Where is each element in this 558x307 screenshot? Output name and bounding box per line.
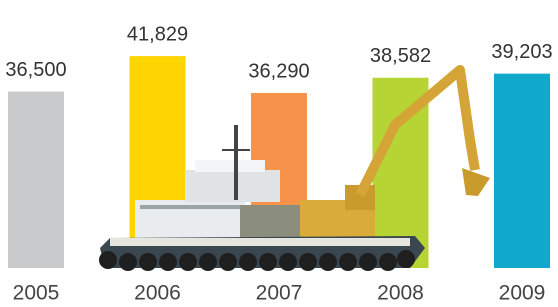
machinery	[240, 205, 300, 240]
bar	[494, 74, 550, 268]
bar	[8, 92, 64, 268]
value-label: 39,203	[491, 41, 552, 63]
value-label: 41,829	[127, 23, 188, 45]
value-label: 38,582	[370, 45, 431, 67]
x-tick-label: 2009	[499, 282, 546, 305]
x-tick-label: 2007	[256, 282, 303, 305]
bridge	[185, 170, 280, 202]
x-tick-label: 2006	[134, 282, 181, 305]
chart: 2005 36,500 2006 41,829 2007 36,290 2008 38,582…	[0, 0, 558, 307]
deck	[110, 238, 410, 246]
rail	[140, 205, 240, 209]
value-label: 36,290	[248, 60, 309, 82]
page: 2005 36,500 2006 41,829 2007 36,290 2008 38,582…	[0, 0, 558, 307]
value-label: 36,500	[5, 59, 66, 81]
x-tick-label: 2008	[377, 282, 424, 305]
bridge-roof	[195, 160, 265, 172]
excavator-bucket	[462, 168, 490, 196]
x-tick-label: 2005	[13, 282, 60, 305]
